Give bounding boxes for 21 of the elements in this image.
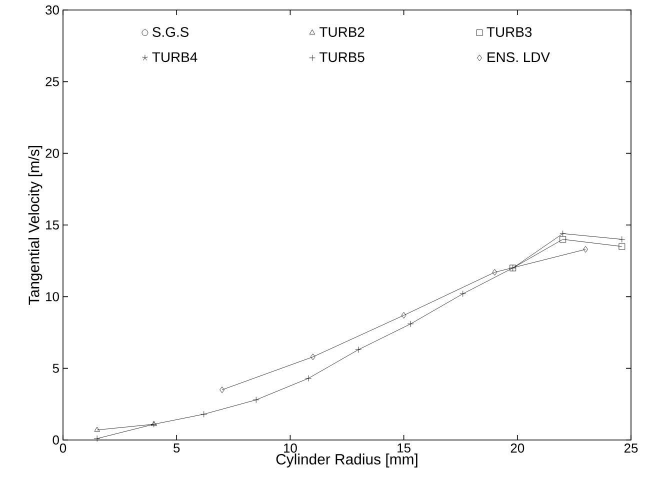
x-tick-label: 20 [510,444,524,453]
y-tick-label: 15 [46,220,59,230]
y-axis-title: Tangential Velocity [m/s] [28,146,42,305]
legend-label: ENS. LDV [488,52,550,62]
x-tick-label: 25 [624,444,638,453]
legend-label: TURB4 [152,52,198,62]
y-tick-label: 0 [52,435,59,445]
y-tick-label: 25 [46,77,59,86]
y-tick-label: 10 [46,292,59,302]
x-tick-label: 10 [284,444,297,453]
x-axis-title: Cylinder Radius [mm] [276,454,418,468]
y-tick-label: 20 [46,148,59,158]
x-tick-label: 5 [174,444,180,453]
y-tick-label: 30 [46,5,59,15]
legend-label: TURB3 [486,27,532,37]
x-tick-label: 15 [398,444,410,453]
x-tick-label: 0 [60,444,66,453]
legend-label: TURB5 [320,52,364,62]
y-tick-label: 5 [52,364,59,373]
legend-label: TURB2 [320,27,364,37]
legend-label: S.G.S [152,27,189,37]
